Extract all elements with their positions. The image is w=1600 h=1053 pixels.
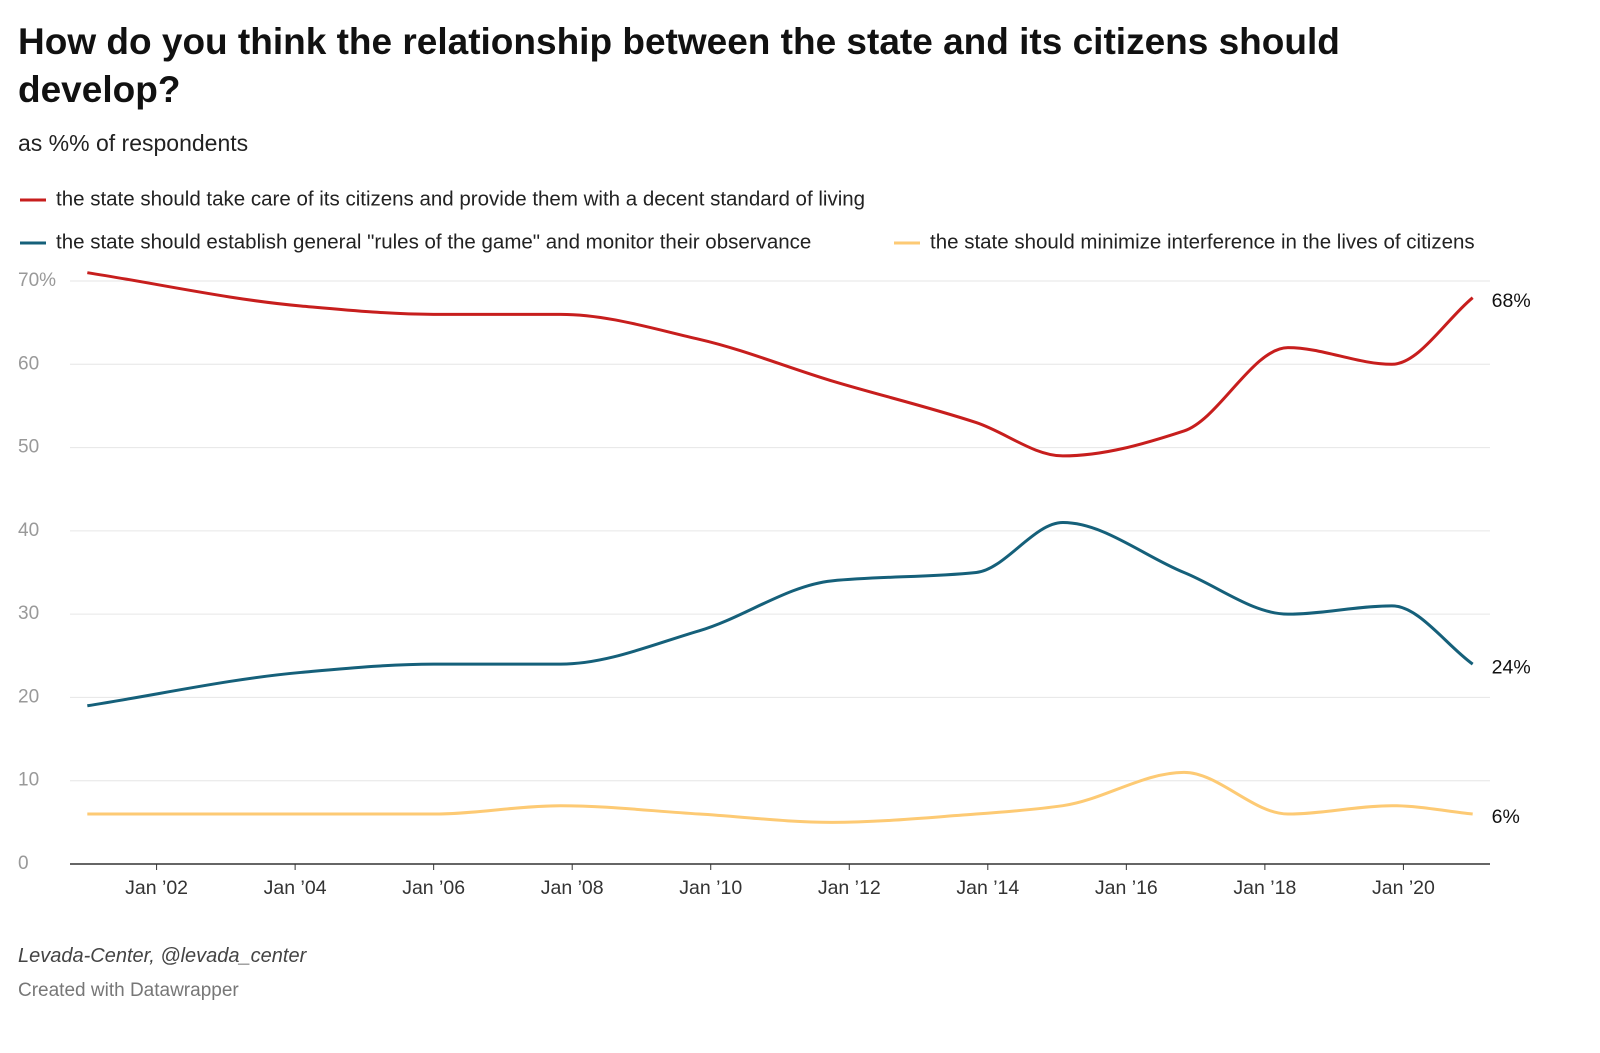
x-tick-label: Jan ’02 [125, 877, 188, 899]
x-tick-label: Jan ’08 [541, 877, 604, 899]
line [87, 521, 1474, 708]
y-tick-label: 10 [18, 770, 39, 791]
line [87, 271, 1474, 458]
x-tick-label: Jan ’14 [956, 877, 1019, 899]
legend-label: the state should take care of its citize… [56, 187, 865, 210]
legend-label: the state should minimize interference i… [930, 230, 1475, 253]
credit: Created with Datawrapper [18, 980, 239, 1001]
x-tick-label: Jan ’18 [1233, 877, 1296, 899]
chart-title: How do you think the relationship betwee… [18, 21, 1340, 110]
x-tick-label: Jan ’12 [818, 877, 881, 899]
x-tick-label: Jan ’20 [1372, 877, 1435, 899]
y-tick-label: 70% [18, 270, 56, 291]
value-label: 24% [1492, 656, 1531, 678]
y-tick-label: 30 [18, 603, 39, 624]
value-label: 6% [1492, 806, 1520, 828]
y-tick-label: 40 [18, 520, 39, 541]
legend-label: the state should establish general "rule… [56, 230, 811, 253]
x-tick-label: Jan ’16 [1095, 877, 1158, 899]
y-tick-label: 50 [18, 437, 39, 458]
x-tick-label: Jan ’04 [264, 877, 327, 899]
chart-subtitle: as %% of respondents [18, 130, 249, 156]
x-tick-label: Jan ’10 [679, 877, 742, 899]
y-tick-label: 20 [18, 686, 39, 707]
line [87, 770, 1473, 824]
value-label: 68% [1492, 290, 1531, 312]
x-tick-label: Jan ’06 [402, 877, 465, 899]
source: Levada-Center, @levada_center [18, 945, 307, 967]
y-tick-label: 60 [18, 353, 39, 374]
y-tick-label: 0 [18, 853, 29, 874]
